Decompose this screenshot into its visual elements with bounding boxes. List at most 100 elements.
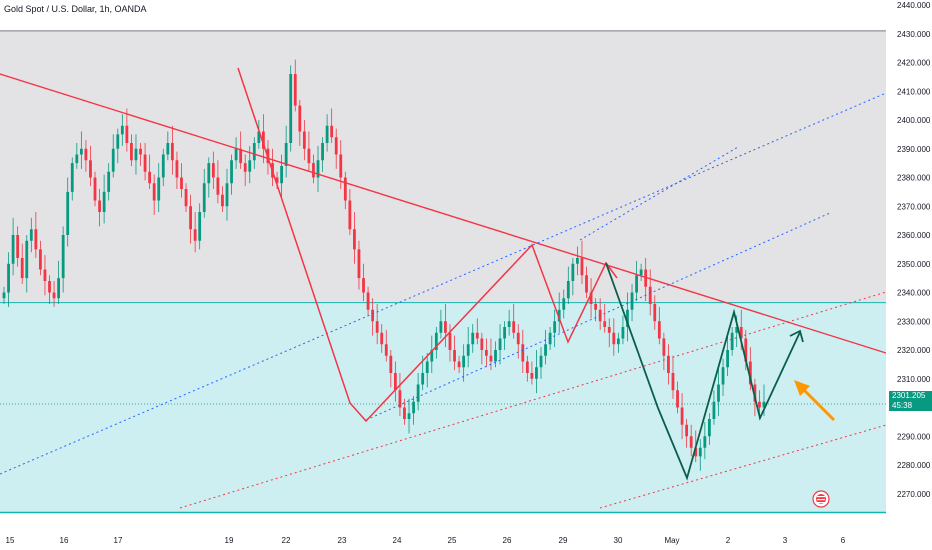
candle: [516, 324, 520, 359]
candle: [180, 163, 183, 198]
y-tick-label: 2340.000: [897, 289, 931, 298]
candle: [680, 393, 684, 440]
candle: [79, 131, 83, 169]
x-tick-label: May: [664, 536, 679, 545]
candle: [480, 332, 484, 365]
zone-support[interactable]: [0, 302, 886, 513]
candle: [353, 212, 356, 264]
red-channel-upper[interactable]: [179, 291, 887, 509]
candle: [525, 355, 529, 382]
x-tick-label: 6: [841, 536, 846, 545]
candle: [626, 292, 629, 342]
candle: [202, 168, 206, 218]
candle: [39, 240, 42, 276]
candle: [607, 318, 611, 348]
candle: [535, 350, 538, 394]
y-tick-label: 2430.000: [897, 30, 931, 39]
candle: [16, 226, 20, 267]
x-tick-label: 2: [726, 536, 731, 545]
orange-arrow-shaft[interactable]: [798, 384, 836, 422]
y-tick-label: 2360.000: [897, 231, 931, 240]
candle: [430, 335, 434, 373]
y-tick-label: 2350.000: [897, 260, 931, 269]
candle: [262, 114, 265, 164]
candle: [703, 421, 707, 460]
trendline-resistance[interactable]: [0, 73, 887, 354]
x-tick-label: 25: [448, 536, 457, 545]
candle: [321, 137, 324, 172]
candle: [316, 145, 320, 192]
candle: [603, 304, 607, 333]
x-tick-label: 3: [783, 536, 788, 545]
candle: [57, 260, 61, 304]
candle: [521, 329, 525, 373]
candle: [380, 324, 384, 353]
candle: [412, 396, 415, 425]
x-tick-label: 22: [282, 536, 291, 545]
candle: [230, 154, 233, 195]
candle: [416, 373, 420, 411]
candle: [221, 186, 224, 212]
y-axis-panel[interactable]: [886, 0, 932, 530]
candle: [730, 327, 734, 356]
y-tick-label: 2270.000: [897, 490, 931, 499]
candle: [530, 361, 534, 385]
x-tick-label: 23: [338, 536, 347, 545]
zone-resistance[interactable]: [0, 30, 886, 303]
y-tick-label: 2390.000: [897, 145, 931, 154]
candle: [471, 324, 475, 353]
candle: [216, 160, 220, 204]
orange-arrow-head: [794, 380, 810, 396]
channel-line-lower-ext[interactable]: [532, 92, 887, 246]
candle: [111, 134, 115, 178]
channel-line-outer[interactable]: [579, 146, 739, 241]
candle: [507, 309, 511, 336]
candle: [48, 275, 51, 304]
candle: [29, 217, 33, 253]
candle: [134, 134, 138, 175]
economic-event-icon[interactable]: [812, 490, 830, 508]
candle: [685, 419, 689, 448]
candle: [539, 347, 543, 379]
candle: [657, 306, 661, 345]
candle: [648, 269, 652, 316]
candle: [280, 154, 284, 198]
candle: [84, 140, 88, 172]
candle: [175, 151, 179, 189]
y-tick-label: 2290.000: [897, 432, 931, 441]
candle: [20, 243, 24, 284]
candle: [89, 145, 92, 187]
candle: [453, 335, 456, 371]
candle: [61, 226, 65, 293]
candle: [293, 59, 297, 112]
candle: [639, 263, 643, 281]
candle: [698, 439, 702, 471]
candle: [689, 424, 693, 457]
candle: [466, 327, 470, 368]
candle: [748, 347, 752, 391]
candle: [11, 217, 15, 276]
channel-line-lower[interactable]: [0, 244, 534, 475]
candle: [334, 128, 338, 169]
candle: [434, 327, 438, 359]
y-tick-label: 2280.000: [897, 461, 931, 470]
candle: [161, 148, 165, 187]
candle: [616, 332, 620, 353]
candle: [484, 338, 488, 368]
candle: [152, 174, 156, 215]
candle: [43, 255, 47, 296]
candle: [312, 154, 315, 184]
candle: [343, 171, 347, 210]
candle: [644, 258, 648, 302]
candle: [407, 398, 411, 434]
candle: [7, 252, 10, 307]
candle: [635, 260, 638, 302]
candle: [198, 203, 202, 250]
x-tick-label: 30: [614, 536, 623, 545]
candle: [143, 143, 147, 181]
candle: [439, 309, 443, 339]
projection-green[interactable]: [605, 262, 801, 481]
candle: [125, 108, 129, 152]
x-axis-panel[interactable]: [0, 530, 932, 550]
